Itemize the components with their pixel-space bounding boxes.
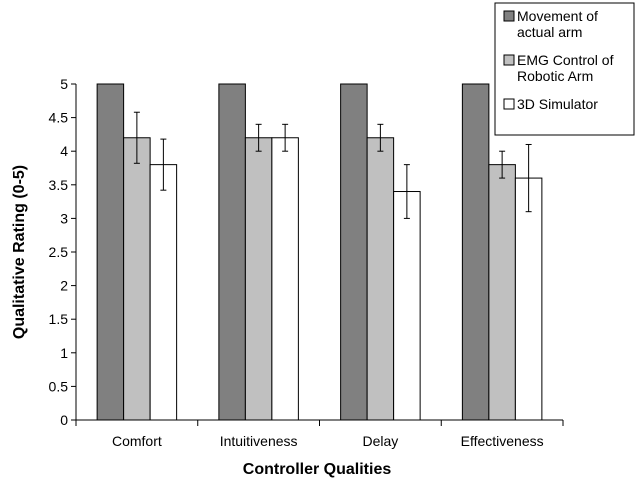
y-axis-ticks: 0 0.5 1 1.5 2 2.5 3 3.5 4 4.5 5 [49,76,76,428]
legend-item: 3D Simulator [503,96,598,112]
error-bar [499,150,506,179]
axes [75,84,564,426]
y-tick-label: 4 [60,143,68,159]
bars-group [96,83,543,421]
x-tick-label: Comfort [112,433,162,449]
legend-item: Movement of actual arm [503,8,598,40]
x-axis-title: Controller Qualities [243,461,392,478]
y-tick-label: 1.5 [49,311,69,327]
bar-effectiveness-series-2 [488,164,516,421]
legend-swatch [503,98,515,110]
x-axis-tick-labels: Comfort Intuitiveness Delay Effectiveness [112,433,544,449]
bar-comfort-series-3 [149,164,178,421]
bar-intuitiveness-series-1 [218,83,246,421]
legend-swatch [503,54,515,66]
error-bar [133,111,140,164]
legend-label: 3D Simulator [517,96,598,112]
bar-delay-series-1 [340,83,368,421]
y-tick-label: 3 [60,210,68,226]
y-tick-label: 2 [60,278,68,294]
y-tick-label: 1 [60,345,68,361]
y-tick-label: 0 [60,412,68,428]
error-bar [403,164,410,219]
x-tick-label: Intuitiveness [220,433,298,449]
x-tick-label: Effectiveness [461,433,544,449]
x-tick-label: Delay [362,433,398,449]
error-bar [255,123,262,152]
bar-comfort-series-1 [96,83,125,421]
bar-comfort-series-2 [123,137,151,421]
y-axis-title: Qualitative Rating (0-5) [11,165,28,339]
y-tick-label: 3.5 [49,177,69,193]
bar-intuitiveness-series-2 [244,137,273,421]
legend-item: EMG Control of Robotic Arm [503,52,614,84]
error-bar [377,123,384,152]
error-bar [160,138,167,191]
y-tick-label: 0.5 [49,378,69,394]
y-tick-label: 2.5 [49,244,69,260]
legend-box [494,2,635,136]
error-bar [525,143,532,213]
y-tick-label: 4.5 [49,110,69,126]
bar-effectiveness-series-3 [514,177,543,421]
bar-delay-series-2 [366,137,395,421]
bar-delay-series-3 [393,191,421,421]
legend-label: Movement of actual arm [517,8,598,40]
legend-swatch [503,10,515,22]
legend-label: EMG Control of Robotic Arm [517,52,614,84]
y-tick-label: 5 [60,76,68,92]
bar-intuitiveness-series-3 [271,137,299,421]
legend: Movement of actual arm EMG Control of Robot… [494,2,635,136]
error-bar [282,123,289,152]
bar-effectiveness-series-1 [461,83,490,421]
